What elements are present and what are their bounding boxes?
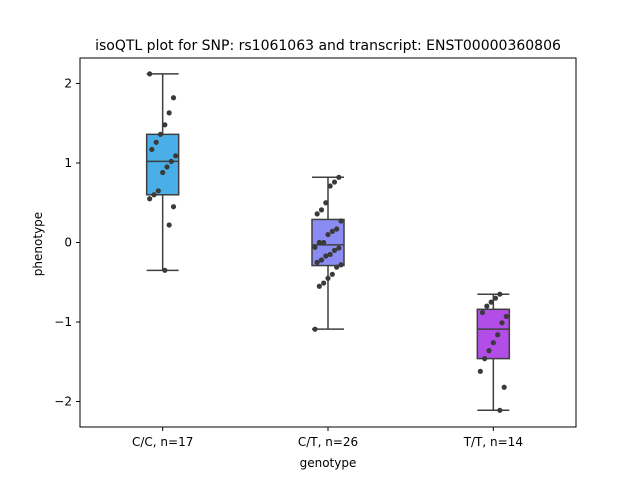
data-point — [334, 264, 340, 270]
data-point — [314, 211, 320, 217]
chart-title: isoQTL plot for SNP: rs1061063 and trans… — [95, 38, 561, 54]
data-point — [312, 244, 318, 250]
plot-area — [145, 71, 511, 413]
y-tick-label: −2 — [54, 395, 72, 409]
data-point — [484, 303, 490, 309]
data-point — [316, 283, 322, 289]
data-point — [153, 139, 159, 145]
data-point — [166, 222, 172, 228]
y-tick-label: −1 — [54, 315, 72, 329]
data-point — [166, 110, 172, 116]
data-point — [503, 313, 509, 320]
data-point — [160, 169, 166, 176]
data-point — [488, 299, 494, 305]
data-point — [316, 239, 322, 246]
y-tick-label: 1 — [64, 156, 72, 170]
data-point — [147, 196, 153, 202]
x-tick-label: C/C, n=17 — [132, 435, 193, 449]
data-point — [497, 407, 503, 413]
box — [145, 133, 180, 196]
y-axis: −2 −1 0 1 2 — [54, 76, 80, 409]
data-point — [318, 257, 325, 263]
y-axis-label: phenotype — [31, 212, 45, 276]
data-point — [162, 267, 168, 273]
data-point — [327, 251, 333, 258]
data-point — [314, 259, 320, 265]
data-point — [323, 253, 329, 259]
x-axis: C/C, n=17 C/T, n=26 T/T, n=14 — [132, 427, 523, 449]
data-point — [170, 95, 177, 101]
data-point — [168, 158, 174, 164]
y-tick-label: 2 — [64, 76, 72, 90]
y-tick-label: 0 — [64, 236, 72, 250]
data-point — [321, 280, 327, 286]
data-point — [479, 309, 486, 316]
data-point — [497, 291, 503, 297]
data-point — [164, 164, 170, 170]
box-group — [145, 73, 180, 272]
data-point — [155, 188, 161, 194]
data-point — [157, 131, 164, 137]
data-point — [501, 384, 507, 390]
data-point — [338, 218, 344, 224]
data-point — [331, 247, 338, 254]
data-point — [329, 271, 335, 277]
x-axis-label: genotype — [300, 456, 357, 470]
data-point — [170, 204, 177, 210]
data-point — [482, 356, 488, 362]
data-point — [325, 275, 331, 281]
data-point — [477, 368, 483, 374]
data-point — [327, 183, 333, 189]
data-point — [162, 122, 168, 128]
data-point — [173, 153, 179, 159]
data-point — [486, 348, 492, 354]
data-point — [334, 226, 340, 232]
data-point — [490, 340, 496, 346]
data-point — [331, 179, 338, 185]
data-point — [336, 174, 342, 180]
data-point — [336, 245, 342, 251]
x-tick-label: T/T, n=14 — [463, 435, 523, 449]
data-point — [492, 295, 499, 301]
data-point — [318, 207, 325, 213]
x-tick-label: C/T, n=26 — [298, 435, 358, 449]
data-point — [321, 239, 327, 246]
data-point — [151, 192, 157, 198]
data-point — [149, 146, 155, 153]
data-point — [338, 262, 344, 268]
data-point — [499, 320, 505, 326]
data-point — [495, 332, 501, 338]
data-point — [329, 228, 335, 234]
data-point — [325, 231, 331, 238]
data-point — [323, 200, 329, 206]
data-point — [312, 326, 318, 332]
data-point — [147, 71, 153, 77]
